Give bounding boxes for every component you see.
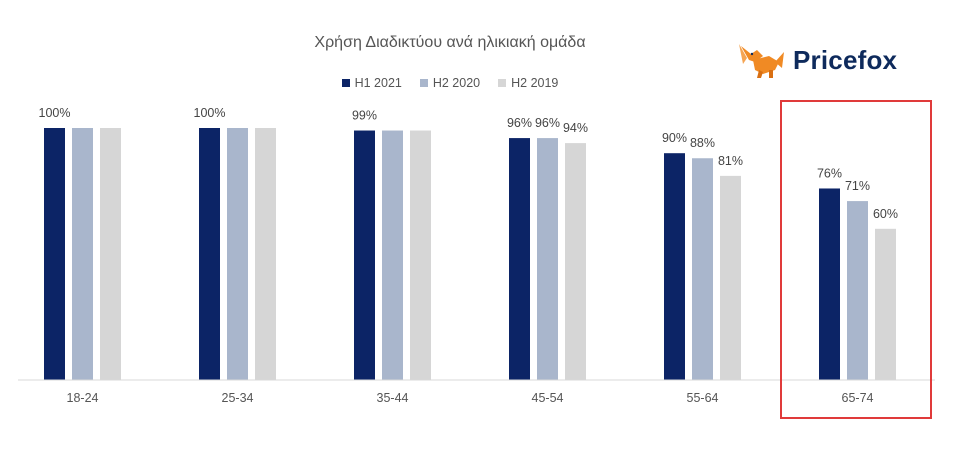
x-tick-label-25-34: 25-34 [222,391,254,405]
bar-65-74-h2-2019 [875,228,896,380]
bar-18-24-h1-2021 [44,128,65,380]
data-label-18-24-h1-2021: 100% [39,106,71,120]
legend-item-h1-2021: H1 2021 [341,76,402,90]
x-tick-label-55-64: 55-64 [687,391,719,405]
highlight-box-65-74 [780,100,932,419]
legend-item-h2-2019: H2 2019 [498,76,558,90]
legend-label-h2-2020: H2 2020 [432,76,481,90]
legend-label-h1-2021: H1 2021 [354,76,402,90]
data-label-55-64-h2-2019: 81% [718,154,743,168]
bar-35-44-h1-2021 [354,130,375,380]
chart-legend: H1 2021 H2 2020 H2 2019 [0,76,900,90]
bar-25-34-h2-2019 [255,128,276,380]
bar-35-44-h2-2020 [382,130,403,380]
bar-55-64-h2-2020 [692,158,713,380]
data-label-45-54-h1-2021: 96% [507,116,532,130]
x-tick-label-45-54: 45-54 [532,391,564,405]
bar-65-74-h2-2020 [847,201,868,380]
data-label-45-54-h2-2020: 96% [535,116,560,130]
bar-45-54-h1-2021 [509,138,530,380]
x-tick-label-18-24: 18-24 [67,391,99,405]
bar-18-24-h2-2019 [100,128,121,380]
logo-text: Pricefox [793,44,898,75]
data-label-65-74-h1-2021: 76% [817,166,842,180]
legend-swatch-h2-2020 [419,79,428,87]
pricefox-logo: Pricefox [735,38,897,82]
data-label-65-74-h2-2020: 71% [845,179,870,193]
bar-25-34-h2-2020 [227,128,248,380]
bar-45-54-h2-2019 [565,143,586,380]
bar-55-64-h2-2019 [720,175,741,380]
bar-25-34-h1-2021 [199,128,220,380]
data-label-25-34-h1-2021: 100% [194,106,226,120]
bar-18-24-h2-2020 [72,128,93,380]
fox-icon [739,44,784,78]
data-label-65-74-h2-2019: 60% [873,207,898,221]
data-label-55-64-h2-2020: 88% [690,136,715,150]
bar-55-64-h1-2021 [664,153,685,380]
x-tick-labels-group: 18-24 25-34 35-44 45-54 55-64 65-74 [67,391,874,405]
bar-45-54-h2-2020 [537,138,558,380]
legend-swatch-h1-2021 [341,79,350,87]
bar-35-44-h2-2019 [410,130,431,380]
legend-item-h2-2020: H2 2020 [419,76,481,90]
value-labels-group: 100% 100% 99%96% 96% 94%90% 88%81%76%71%60% [39,106,899,221]
legend-label-h2-2019: H2 2019 [511,76,559,90]
bar-65-74-h1-2021 [819,188,840,380]
chart-title: Χρήση Διαδικτύου ανά ηλικιακή ομάδα [314,34,586,51]
x-tick-label-65-74: 65-74 [842,391,874,405]
data-label-35-44-h1-2021: 99% [352,109,377,123]
bars-group [44,128,896,380]
data-label-55-64-h1-2021: 90% [662,131,687,145]
legend-swatch-h2-2019 [498,79,507,87]
x-tick-label-35-44: 35-44 [377,391,409,405]
data-label-45-54-h2-2019: 94% [563,121,588,135]
